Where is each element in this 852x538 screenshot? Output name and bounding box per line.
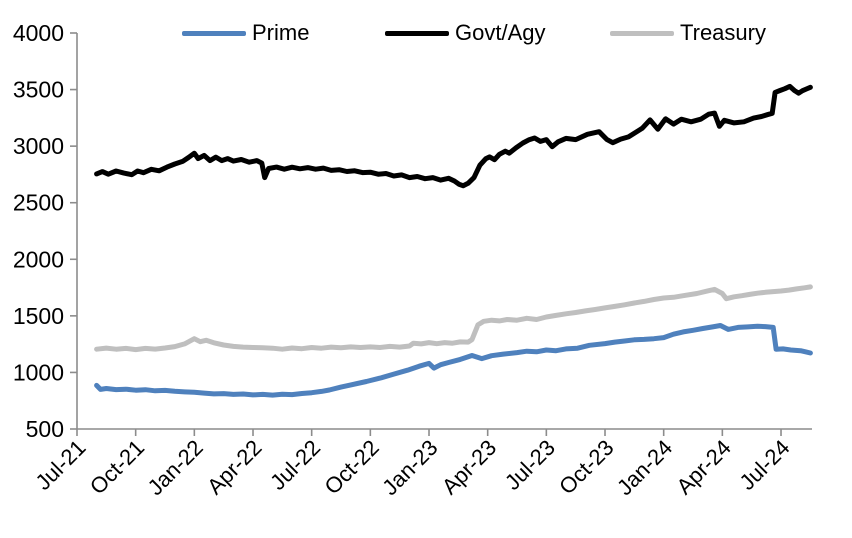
y-axis-tick-label: 1000 <box>13 359 64 385</box>
govt-agy-line-swatch <box>385 30 449 36</box>
y-axis-tick-label: 2000 <box>13 246 64 272</box>
x-axis-tick-label: Oct-22 <box>320 435 384 499</box>
x-axis-tick-label: Oct-21 <box>85 435 149 499</box>
legend-label-govt-agy: Govt/Agy <box>455 20 546 45</box>
y-axis-tick-label: 1500 <box>13 303 64 329</box>
x-axis-tick-label: Jul-24 <box>735 435 795 495</box>
x-axis-tick-label: Jul-21 <box>30 435 90 495</box>
x-axis-tick-label: Oct-23 <box>554 435 618 499</box>
legend-item-govt-agy: Govt/Agy <box>385 20 545 46</box>
y-axis-tick-label: 4000 <box>13 20 64 46</box>
y-axis-tick-label: 3000 <box>13 133 64 159</box>
y-axis-tick-label: 2500 <box>13 190 64 216</box>
x-axis-tick-label: Apr-22 <box>202 435 266 499</box>
legend-item-prime: Prime <box>182 20 309 46</box>
series-line-prime <box>94 323 813 398</box>
x-axis-tick-label: Jul-22 <box>265 435 325 495</box>
x-axis-tick-label: Jan-24 <box>612 435 677 500</box>
legend-label-treasury: Treasury <box>680 20 766 45</box>
treasury-line-swatch <box>610 30 674 36</box>
x-axis-tick-label: Jan-22 <box>143 435 208 500</box>
chart-legend: Prime Govt/Agy Treasury <box>0 0 852 50</box>
x-axis-tick-label: Apr-24 <box>672 435 736 499</box>
x-axis-tick-label: Jul-23 <box>500 435 560 495</box>
legend-item-treasury: Treasury <box>610 20 766 46</box>
y-axis-tick-label: 500 <box>26 416 64 442</box>
series-line-treasury <box>94 284 813 353</box>
x-axis-tick-label: Jan-23 <box>377 435 442 500</box>
legend-label-prime: Prime <box>252 20 310 45</box>
prime-line-swatch <box>182 30 246 36</box>
x-axis-tick-label: Apr-23 <box>437 435 501 499</box>
y-axis-tick-label: 3500 <box>13 77 64 103</box>
series-line-govt-agy <box>94 83 813 189</box>
